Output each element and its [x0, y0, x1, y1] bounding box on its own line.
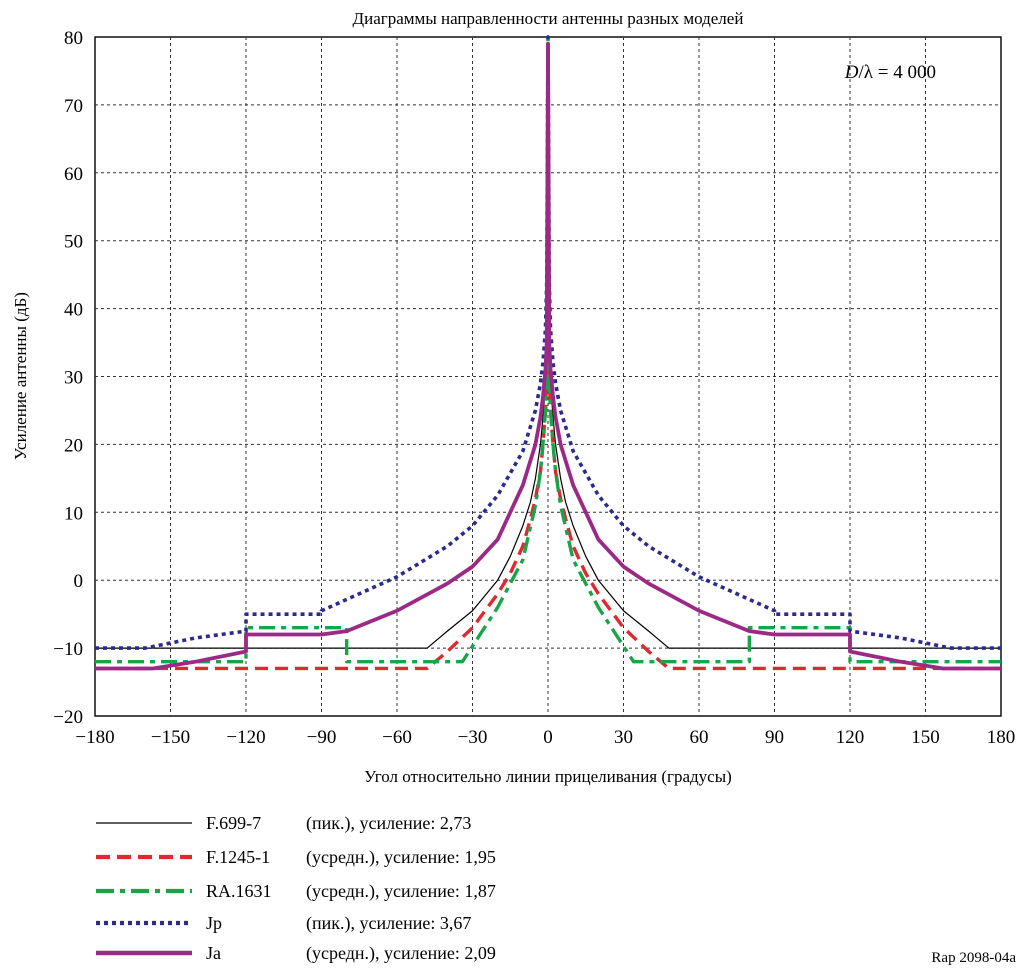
- series-line-ja: [95, 41, 1001, 671]
- legend-swatch-ja: [96, 950, 192, 956]
- y-tick-label: 20: [64, 435, 83, 456]
- legend-item: RA.1631 (усредн.), усиление: 1,87: [96, 878, 496, 904]
- legend-description: (усредн.), усиление: 2,09: [306, 942, 496, 963]
- legend-description: (усредн.), усиление: 1,87: [306, 880, 496, 901]
- y-tick-label: 30: [64, 368, 83, 389]
- y-tick-label: 70: [64, 96, 83, 117]
- chart-title: Диаграммы направленности антенны разных …: [353, 9, 744, 28]
- x-tick-label: 60: [690, 727, 709, 748]
- x-tick-label: 90: [765, 727, 784, 748]
- legend-swatch-jp: [96, 920, 192, 926]
- legend-item: Jp (пик.), усиление: 3,67: [96, 910, 471, 936]
- legend-name: RA.1631: [206, 880, 272, 901]
- legend-swatch-ra1631: [96, 888, 192, 894]
- x-tick-label: −90: [307, 727, 337, 748]
- x-axis-label: Угол относительно линии прицеливания (гр…: [364, 767, 732, 786]
- figure-reference: Rap 2098-04a: [931, 950, 1016, 966]
- annotation-suffix: /λ = 4 000: [859, 62, 936, 83]
- annotation-prefix: D: [844, 62, 859, 83]
- legend-swatch-f1245: [96, 854, 192, 860]
- series-line-f-1245-1: [95, 42, 1001, 671]
- y-tick-label: 80: [64, 28, 83, 49]
- series-lines: [95, 35, 1001, 671]
- y-tick-label: 10: [64, 503, 83, 524]
- legend-description: (усредн.), усиление: 1,95: [306, 846, 496, 867]
- x-tick-label: −30: [458, 727, 488, 748]
- legend-item: F.1245-1 (усредн.), усиление: 1,95: [96, 844, 496, 870]
- legend-item: F.699-7 (пик.), усиление: 2,73: [96, 810, 471, 836]
- legend-name: Ja: [206, 942, 221, 963]
- x-tick-label: 0: [543, 727, 553, 748]
- legend-name: Jp: [206, 912, 223, 933]
- y-tick-label: 60: [64, 164, 83, 185]
- legend-name: F.699-7: [206, 812, 262, 833]
- legend-description: (пик.), усиление: 3,67: [306, 912, 472, 933]
- x-tick-label: −60: [382, 727, 412, 748]
- x-tick-label: 30: [614, 727, 633, 748]
- y-axis-label: Усиление антенны (дБ): [11, 292, 30, 460]
- legend-description: (пик.), усиление: 2,73: [306, 812, 472, 833]
- y-tick-label: 0: [74, 571, 84, 592]
- x-tick-label: −180: [75, 727, 114, 748]
- legend-swatch-f699: [96, 822, 192, 824]
- x-tick-label: 150: [911, 727, 940, 748]
- x-tick-label: −150: [151, 727, 190, 748]
- x-tick-label: 120: [836, 727, 865, 748]
- legend-item: Ja (усредн.), усиление: 2,09: [96, 940, 496, 966]
- d-over-lambda-annotation: D/λ = 4 000: [844, 62, 936, 83]
- x-tick-label: −120: [226, 727, 265, 748]
- y-tick-label: −20: [53, 707, 83, 728]
- y-tick-label: −10: [53, 639, 83, 660]
- legend-name: F.1245-1: [206, 846, 271, 867]
- y-tick-label: 50: [64, 232, 83, 253]
- y-tick-label: 40: [64, 300, 83, 321]
- tick-labels: −180 −150 −120 −90 −60 −30 0 30 60 90 120 150 180 −20…: [53, 28, 1015, 748]
- x-tick-label: 180: [987, 727, 1016, 748]
- series-line-jp: [95, 35, 1001, 650]
